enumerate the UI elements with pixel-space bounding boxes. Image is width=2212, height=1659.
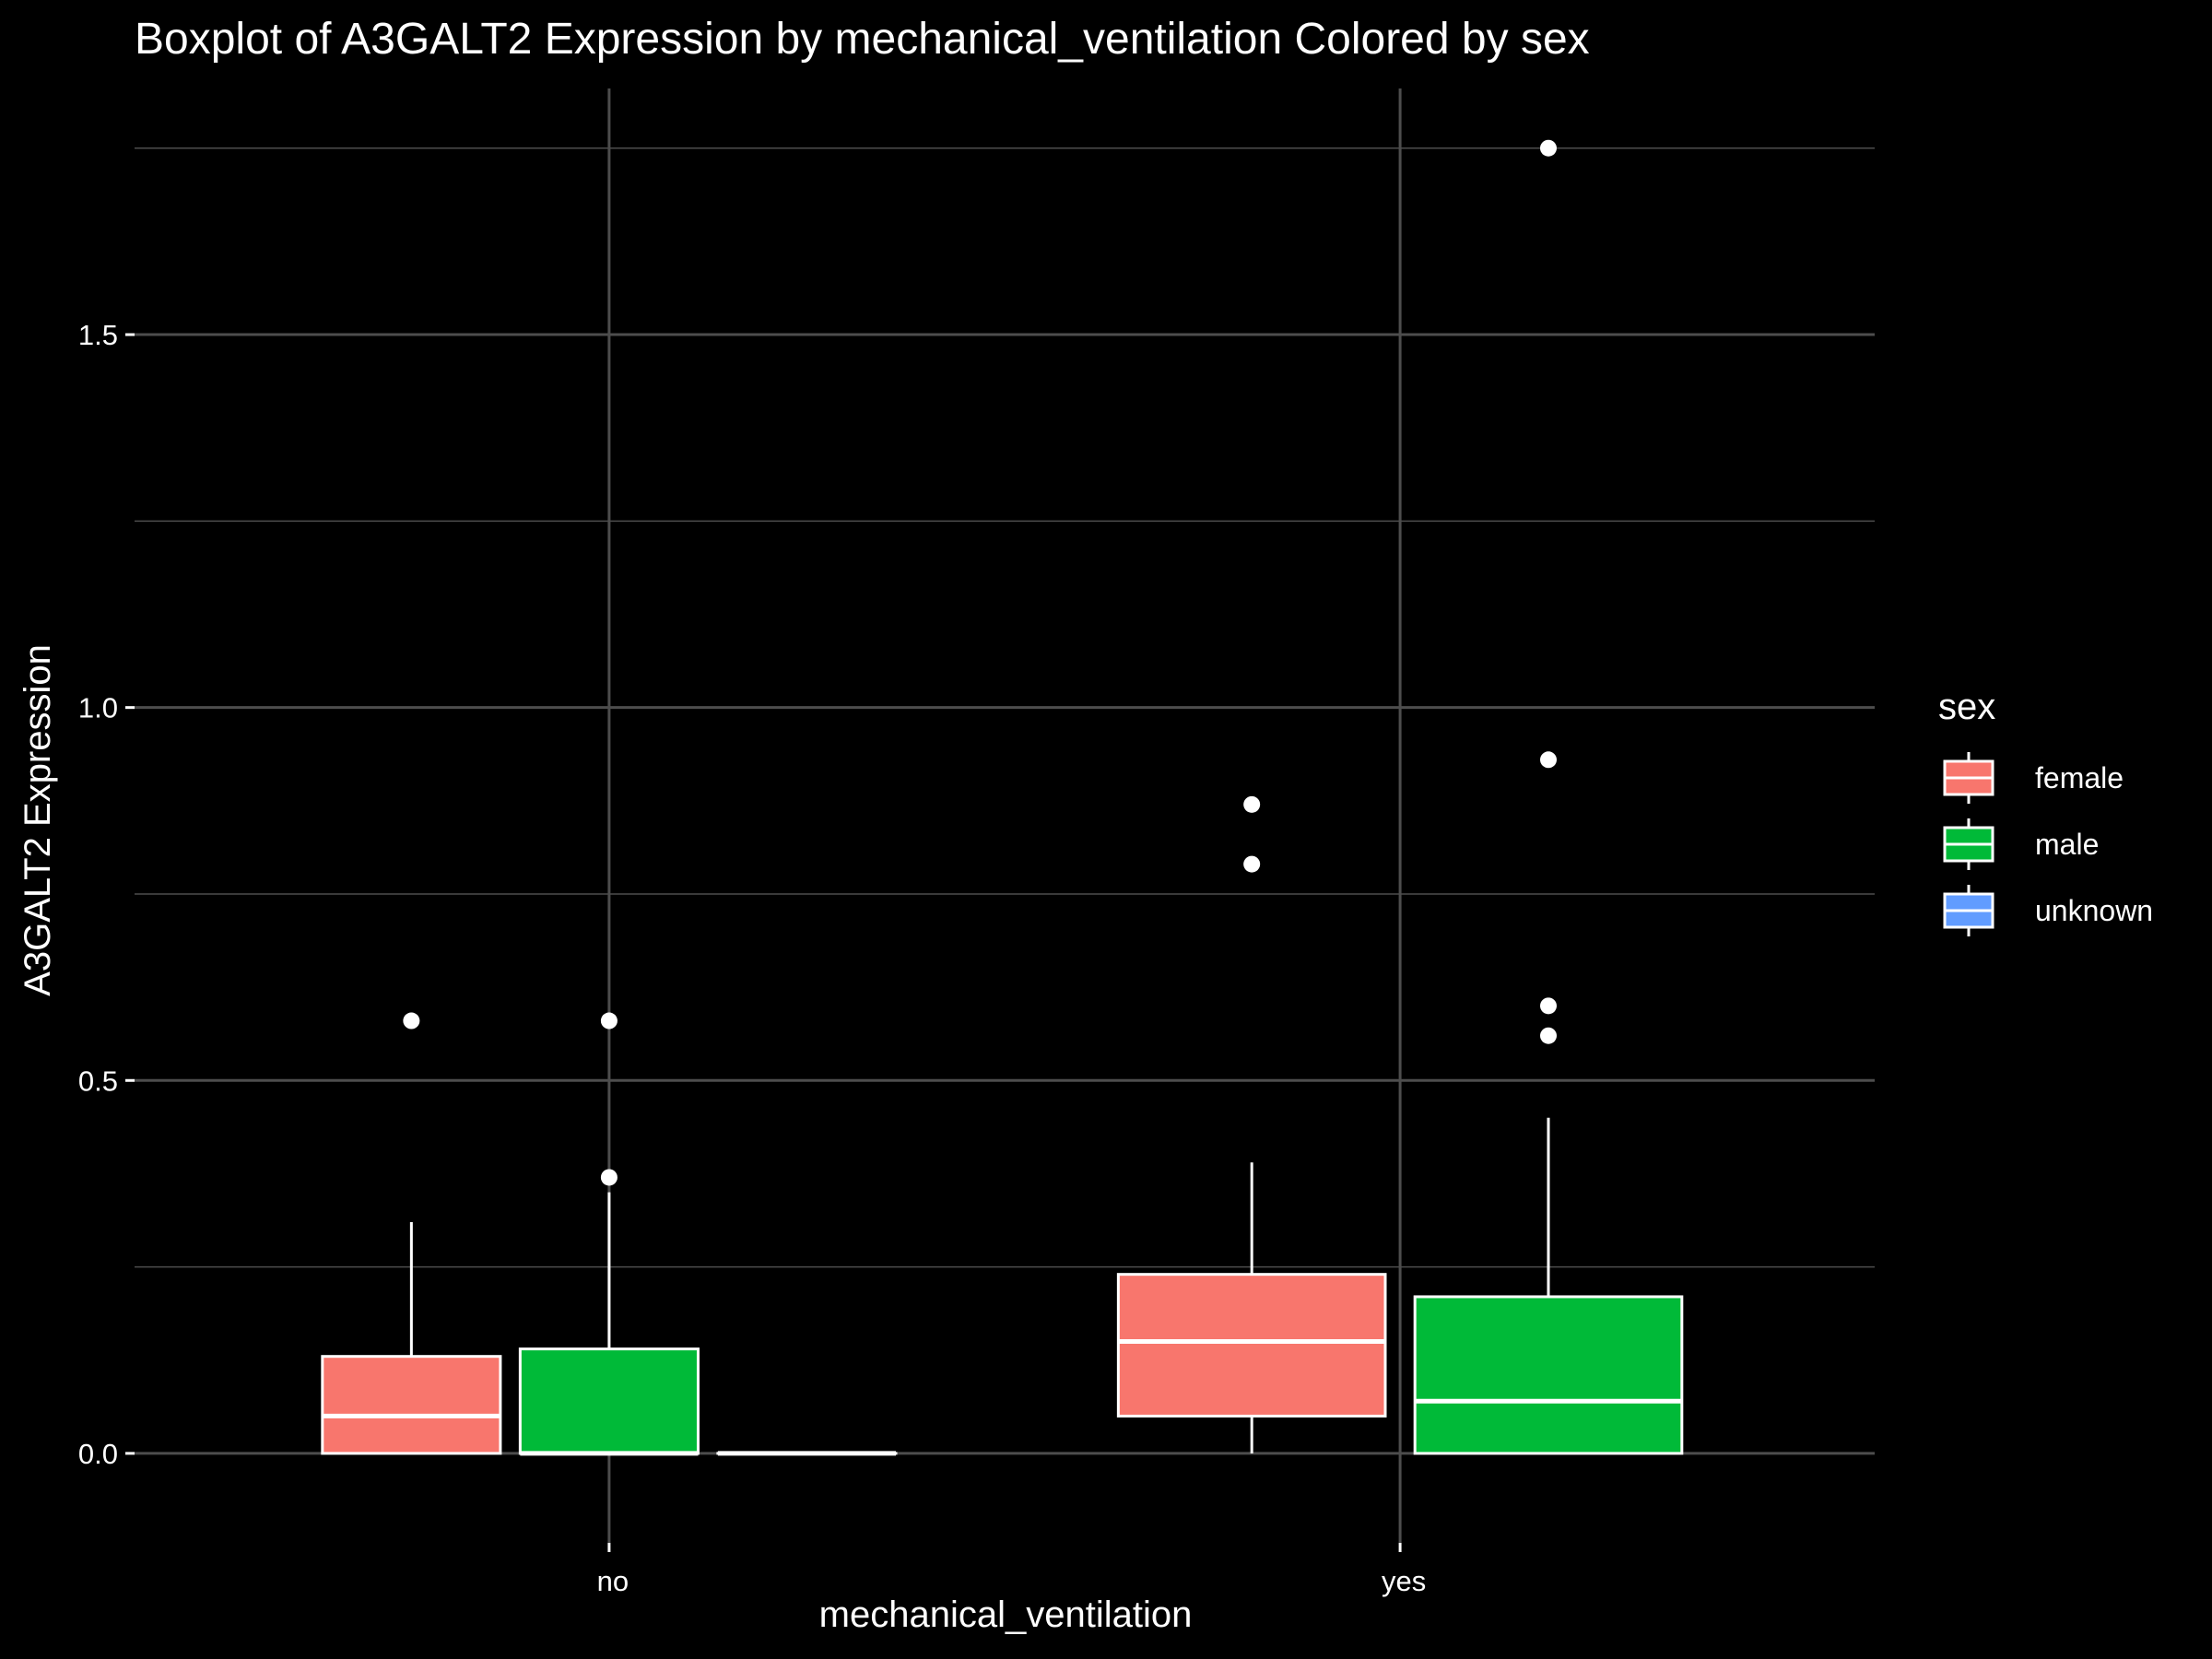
outlier-point [1540,751,1557,769]
legend-item-male: male [1943,818,2099,870]
iqr-box [321,1355,502,1455]
legend-label: female [2035,761,2124,794]
legend: sex female male unknown [1938,687,2153,936]
outlier-point [1243,855,1261,873]
legend-item-unknown: unknown [1943,885,2153,936]
outlier-point [1540,139,1557,157]
y-tick-label: 1.0 [78,692,118,724]
grid-lines [135,88,1875,1543]
outlier-point [1243,795,1261,813]
iqr-box [518,1347,700,1455]
legend-title: sex [1938,687,1995,727]
boxes [321,139,1684,1456]
outlier-point [600,1169,618,1186]
outlier-point [600,1012,618,1030]
legend-label: unknown [2035,894,2153,927]
y-tick-label: 0.0 [78,1438,118,1470]
y-tick-label: 1.5 [78,319,118,351]
box-female-no [321,1012,502,1455]
box-male-yes [1413,139,1684,1455]
iqr-box [1116,1273,1387,1418]
legend-label: male [2035,828,2099,861]
x-tick-label: no [597,1565,629,1597]
outlier-point [1540,997,1557,1015]
x-axis: no yes [597,1543,1426,1597]
box-female-yes [1116,795,1387,1453]
y-axis-title: A3GALT2 Expression [18,644,58,996]
x-tick-label: yes [1382,1565,1426,1597]
outlier-point [1540,1027,1557,1044]
x-axis-title: mechanical_ventilation [819,1594,1193,1635]
chart-title: Boxplot of A3GALT2 Expression by mechani… [135,15,1590,64]
y-axis: 0.0 0.5 1.0 1.5 [78,319,135,1470]
legend-item-female: female [1943,752,2124,804]
iqr-box [1413,1295,1684,1455]
y-tick-label: 0.5 [78,1065,118,1097]
box-male-no [518,1012,700,1456]
outlier-point [403,1012,420,1030]
